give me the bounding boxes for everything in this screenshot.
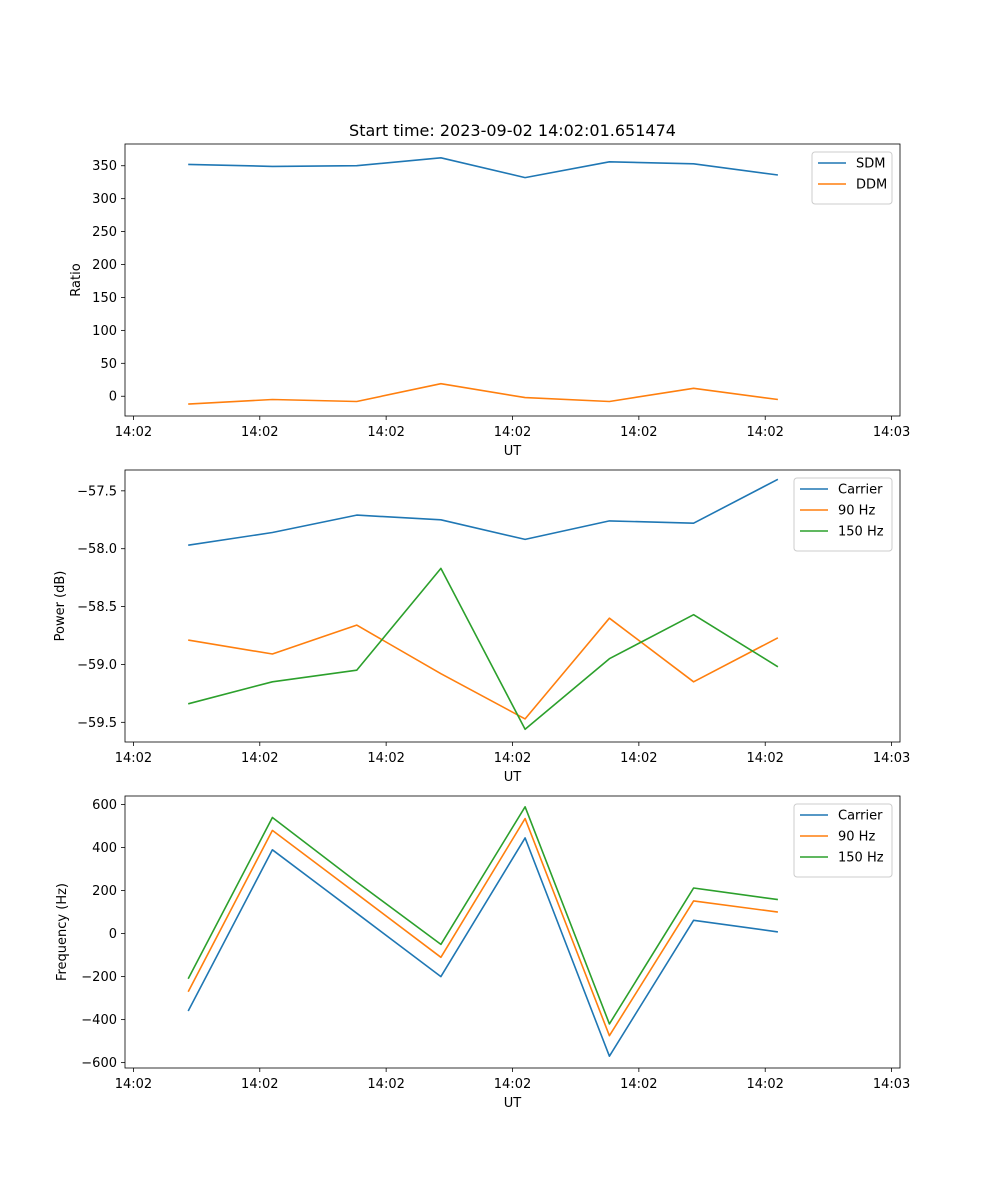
- y-tick-label: 400: [92, 841, 117, 856]
- series-line-90-hz: [187, 817, 779, 1037]
- y-axis-label: Ratio: [69, 263, 84, 296]
- x-tick-label: 14:02: [620, 751, 657, 766]
- series-line-150-hz: [187, 805, 779, 1025]
- legend-label: SDM: [856, 157, 885, 172]
- legend-label: 90 Hz: [838, 830, 875, 845]
- y-tick-label: 50: [100, 357, 117, 372]
- y-tick-label: −400: [81, 1013, 117, 1028]
- series-line-90-hz: [188, 617, 779, 720]
- x-tick-label: 14:02: [115, 751, 152, 766]
- x-tick-label: 14:02: [241, 425, 278, 440]
- y-tick-label: 0: [109, 927, 117, 942]
- x-tick-label: 14:02: [367, 425, 404, 440]
- y-tick-label: −57.5: [77, 484, 117, 499]
- y-tick-label: −59.0: [77, 658, 117, 673]
- series-line-carrier: [187, 837, 779, 1057]
- x-tick-label: 14:02: [746, 751, 783, 766]
- legend-label: 150 Hz: [838, 851, 884, 866]
- x-tick-label: 14:02: [620, 1077, 657, 1092]
- x-tick-label: 14:02: [494, 1077, 531, 1092]
- y-tick-label: 250: [92, 225, 117, 240]
- x-axis-label: UT: [504, 1096, 522, 1111]
- y-tick-label: 150: [92, 291, 117, 306]
- series-line-150-hz: [187, 567, 779, 731]
- y-tick-label: −58.0: [77, 542, 117, 557]
- subplot-3: 14:02 14:02 14:02 14:02 14:02 14:02 14:03 −600 −…: [55, 795, 910, 1111]
- series-line-carrier: [188, 478, 779, 546]
- y-tick-label: 300: [92, 192, 117, 207]
- x-tick-label: 14:03: [873, 425, 910, 440]
- y-tick-label: −200: [81, 970, 117, 985]
- legend: Carrier 90 Hz 150 Hz: [793, 803, 893, 878]
- x-tick-label: 14:02: [367, 751, 404, 766]
- y-tick-label: 0: [109, 390, 117, 405]
- series-line-sdm: [188, 157, 779, 179]
- y-tick-label: −58.5: [77, 600, 117, 615]
- y-tick-label: 200: [92, 258, 117, 273]
- legend-label: DDM: [856, 178, 887, 193]
- x-tick-label: 14:03: [873, 1077, 910, 1092]
- x-axis-label: UT: [504, 770, 522, 785]
- legend: Carrier 90 Hz 150 Hz: [793, 477, 893, 552]
- legend-label: 90 Hz: [838, 504, 875, 519]
- legend-label: 150 Hz: [838, 525, 884, 540]
- x-tick-label: 14:02: [746, 425, 783, 440]
- subplot-1: 14:02 14:02 14:02 14:02 14:02 14:02 14:03 0 50 10…: [69, 121, 910, 459]
- x-tick-label: 14:02: [620, 425, 657, 440]
- x-tick-label: 14:02: [494, 425, 531, 440]
- x-tick-label: 14:02: [494, 751, 531, 766]
- legend-box: [793, 477, 893, 552]
- legend: SDM DDM: [811, 151, 893, 205]
- x-tick-label: 14:02: [115, 1077, 152, 1092]
- x-tick-label: 14:02: [115, 425, 152, 440]
- y-tick-label: 100: [92, 324, 117, 339]
- y-axis-label: Power (dB): [53, 571, 68, 642]
- legend-label: Carrier: [838, 483, 883, 498]
- x-tick-label: 14:02: [241, 751, 278, 766]
- y-axis-label: Frequency (Hz): [55, 883, 70, 981]
- y-tick-label: −600: [81, 1056, 117, 1071]
- subplot-2: 14:02 14:02 14:02 14:02 14:02 14:02 14:03 −59.5…: [53, 469, 910, 785]
- legend-box: [811, 151, 893, 205]
- x-tick-label: 14:03: [873, 751, 910, 766]
- chart-title: Start time: 2023-09-02 14:02:01.651474: [349, 121, 676, 140]
- x-tick-label: 14:02: [241, 1077, 278, 1092]
- series-line-ddm: [188, 382, 779, 405]
- y-tick-label: 200: [92, 884, 117, 899]
- y-tick-label: 350: [92, 159, 117, 174]
- y-tick-label: −59.5: [77, 716, 117, 731]
- x-axis-label: UT: [504, 444, 522, 459]
- x-tick-label: 14:02: [367, 1077, 404, 1092]
- legend-label: Carrier: [838, 809, 883, 824]
- y-tick-label: 600: [92, 798, 117, 813]
- legend-box: [793, 803, 893, 878]
- x-tick-label: 14:02: [746, 1077, 783, 1092]
